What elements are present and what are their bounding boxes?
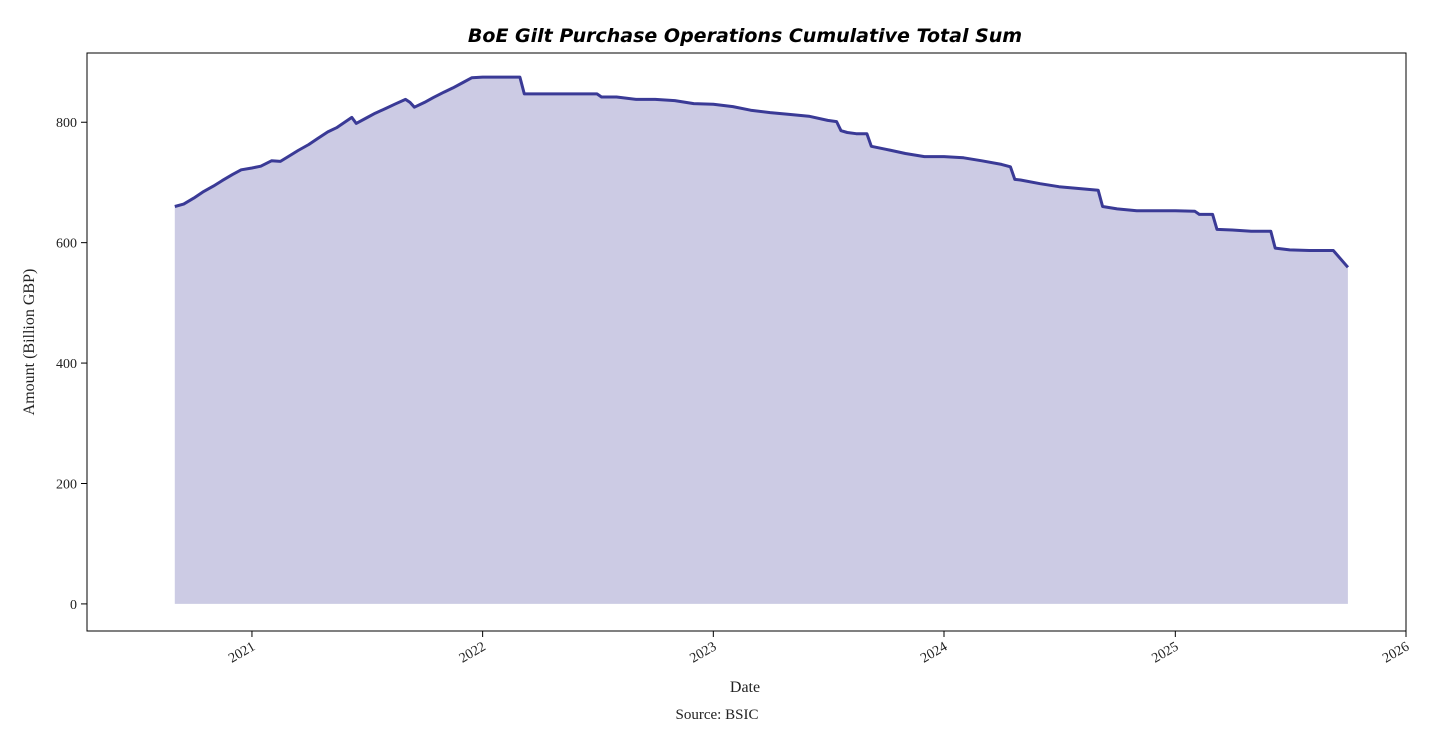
x-axis-label: Date <box>730 679 760 696</box>
chart-title: BoE Gilt Purchase Operations Cumulative … <box>468 25 1022 47</box>
x-tick-label: 2024 <box>918 639 950 666</box>
x-tick-label: 2021 <box>226 639 258 666</box>
y-tick-label: 400 <box>56 357 77 372</box>
y-tick-label: 0 <box>70 598 77 613</box>
plot-area <box>174 75 1350 604</box>
series-line <box>174 75 1350 269</box>
source-note: Source: BSIC <box>676 707 759 723</box>
y-tick-label: 200 <box>56 477 77 492</box>
x-axis: 2021 2022 2023 2024 2025 2026 <box>226 631 1412 666</box>
y-tick-label: 600 <box>56 237 77 252</box>
y-axis: 0 200 400 600 800 <box>56 116 87 613</box>
x-tick-label: 2022 <box>457 639 489 666</box>
x-tick-label: 2025 <box>1150 639 1182 666</box>
y-axis-label: Amount (Billion GBP) <box>21 269 38 416</box>
x-tick-label: 2026 <box>1380 639 1412 666</box>
area-fill <box>174 77 1348 604</box>
x-tick-label: 2023 <box>688 639 720 666</box>
y-tick-label: 800 <box>56 116 77 131</box>
plot-frame <box>86 52 1407 632</box>
